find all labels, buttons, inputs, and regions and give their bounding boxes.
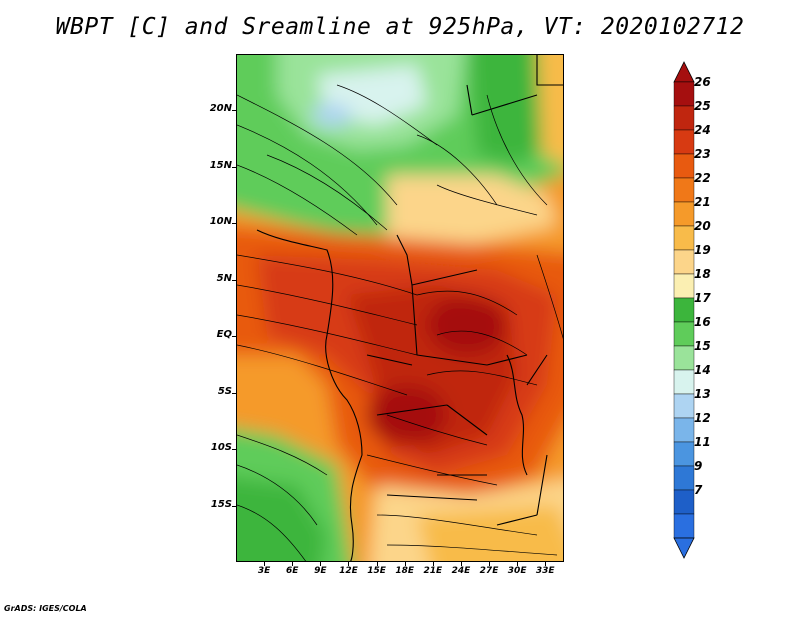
- lon-tick-label: 18E: [395, 566, 415, 576]
- lon-tick-label: 12E: [339, 566, 358, 576]
- lat-tick-label: 10N: [209, 216, 232, 228]
- colorbar-label: 7: [694, 483, 703, 497]
- colorbar-label: 23: [694, 147, 711, 161]
- colorbar-label: 25: [694, 99, 711, 113]
- lat-tick-mark: [232, 110, 236, 112]
- colorbar-label: 21: [694, 195, 711, 209]
- lon-tick-label: 21E: [423, 566, 443, 576]
- lat-tick-mark: [232, 449, 236, 451]
- colorbar-label: 26: [694, 75, 711, 89]
- colorbar-segment: [673, 201, 695, 227]
- colorbar-segment: [673, 489, 695, 515]
- lon-tick-mark: [348, 562, 350, 566]
- colorbar-label: 18: [694, 267, 711, 281]
- lat-tick-label: 10S: [210, 442, 232, 454]
- wbpt-shading: [237, 55, 563, 561]
- colorbar: [673, 61, 695, 559]
- colorbar-top-arrow: [673, 61, 695, 83]
- credit-text: GrADS: IGES/COLA: [4, 604, 87, 613]
- lon-tick-label: 6E: [286, 566, 299, 576]
- lon-tick-mark: [320, 562, 322, 566]
- coastlines: [256, 55, 563, 561]
- lon-tick-label: 3E: [257, 566, 271, 576]
- lon-tick-mark: [545, 562, 547, 566]
- lon-tick-mark: [404, 562, 406, 566]
- lat-tick-mark: [232, 223, 236, 225]
- lat-tick-label: 20N: [209, 103, 232, 115]
- lon-tick-mark: [460, 562, 462, 566]
- colorbar-segment: [673, 105, 695, 131]
- colorbar-label: 15: [694, 339, 711, 353]
- lon-tick-mark: [264, 562, 266, 566]
- streamlines: [237, 84, 563, 561]
- lon-tick-label: 30E: [507, 566, 527, 576]
- lon-tick-label: 24E: [451, 566, 471, 576]
- colorbar-segment: [673, 345, 695, 371]
- colorbar-label: 14: [694, 363, 711, 377]
- colorbar-segment: [673, 273, 695, 299]
- colorbar-label: 12: [694, 411, 711, 425]
- lat-tick-mark: [232, 392, 236, 394]
- map-svg: [237, 55, 563, 561]
- colorbar-label: 24: [694, 123, 711, 137]
- lat-tick-label: 5S: [217, 385, 232, 397]
- colorbar-label: 19: [694, 243, 711, 257]
- colorbar-label: 20: [694, 219, 711, 233]
- colorbar-segment: [673, 225, 695, 251]
- colorbar-label: 11: [694, 435, 711, 449]
- colorbar-segment: [673, 177, 695, 203]
- lat-tick-mark: [232, 336, 236, 338]
- lon-tick-mark: [432, 562, 434, 566]
- lat-tick-label: 5N: [216, 272, 232, 284]
- colorbar-segment: [673, 129, 695, 155]
- colorbar-segment: [673, 369, 695, 395]
- lat-tick-mark: [232, 166, 236, 168]
- lon-tick-label: 33E: [535, 566, 555, 576]
- lon-tick-mark: [489, 562, 491, 566]
- colorbar-segment: [673, 393, 695, 419]
- colorbar-segment: [673, 465, 695, 491]
- colorbar-segment: [673, 297, 695, 323]
- colorbar-segment: [673, 513, 695, 539]
- lon-tick-label: 27E: [479, 566, 499, 576]
- map-panel: [236, 54, 564, 562]
- lat-tick-label: EQ: [216, 329, 232, 341]
- colorbar-label: 17: [694, 291, 711, 305]
- lon-tick-label: 9E: [314, 566, 327, 576]
- colorbar-segment: [673, 417, 695, 443]
- colorbar-label: 16: [694, 315, 711, 329]
- lat-tick-mark: [232, 505, 236, 507]
- lon-tick-mark: [376, 562, 378, 566]
- colorbar-label: 9: [694, 459, 703, 473]
- lon-tick-label: 15E: [367, 566, 386, 576]
- colorbar-segment: [673, 441, 695, 467]
- lat-tick-mark: [232, 279, 236, 281]
- colorbar-label: 13: [694, 387, 711, 401]
- colorbar-segment: [673, 321, 695, 347]
- lon-tick-mark: [292, 562, 294, 566]
- colorbar-label: 22: [694, 171, 711, 185]
- chart-title: WBPT [C] and Sreamline at 925hPa, VT: 20…: [55, 14, 745, 40]
- lat-tick-label: 15N: [209, 159, 232, 171]
- lon-tick-mark: [517, 562, 519, 566]
- colorbar-segment: [673, 249, 695, 275]
- colorbar-bottom-arrow: [673, 537, 695, 559]
- lat-tick-label: 15S: [210, 498, 232, 510]
- colorbar-segment: [673, 81, 695, 107]
- colorbar-segment: [673, 153, 695, 179]
